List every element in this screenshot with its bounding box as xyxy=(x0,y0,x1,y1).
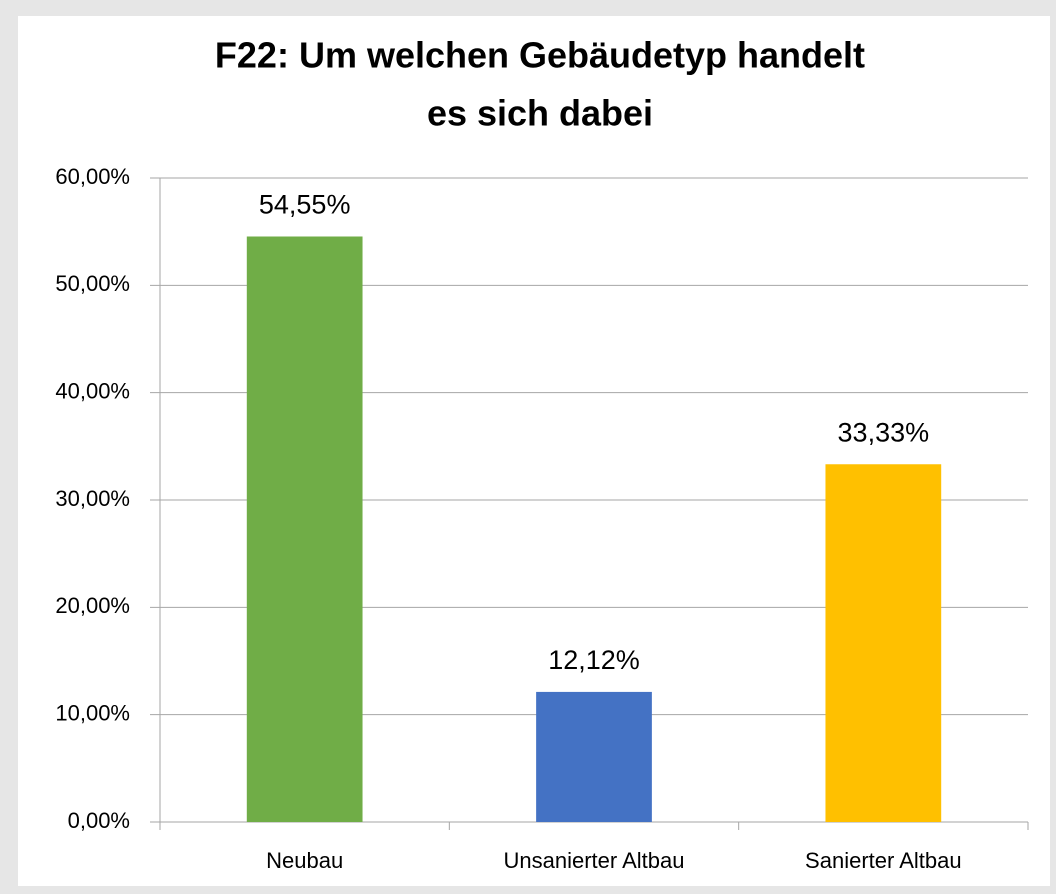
bar xyxy=(825,464,942,822)
y-tick-label: 40,00% xyxy=(55,378,130,403)
value-label: 12,12% xyxy=(548,645,640,675)
y-tick-label: 60,00% xyxy=(55,164,130,189)
chart-title: F22: Um welchen Gebäudetyp handelt xyxy=(215,35,865,76)
y-tick-label: 10,00% xyxy=(55,700,130,725)
bar xyxy=(246,236,363,822)
y-tick-label: 50,00% xyxy=(55,271,130,296)
y-tick-label: 0,00% xyxy=(68,808,130,833)
y-tick-label: 30,00% xyxy=(55,486,130,511)
x-tick-label: Sanierter Altbau xyxy=(805,848,962,873)
bar xyxy=(536,691,652,822)
value-label: 33,33% xyxy=(838,417,930,447)
value-label: 54,55% xyxy=(259,190,351,220)
x-tick-label: Unsanierter Altbau xyxy=(504,848,685,873)
x-tick-label: Neubau xyxy=(266,848,343,873)
y-tick-label: 20,00% xyxy=(55,593,130,618)
chart-title: es sich dabei xyxy=(427,93,653,134)
